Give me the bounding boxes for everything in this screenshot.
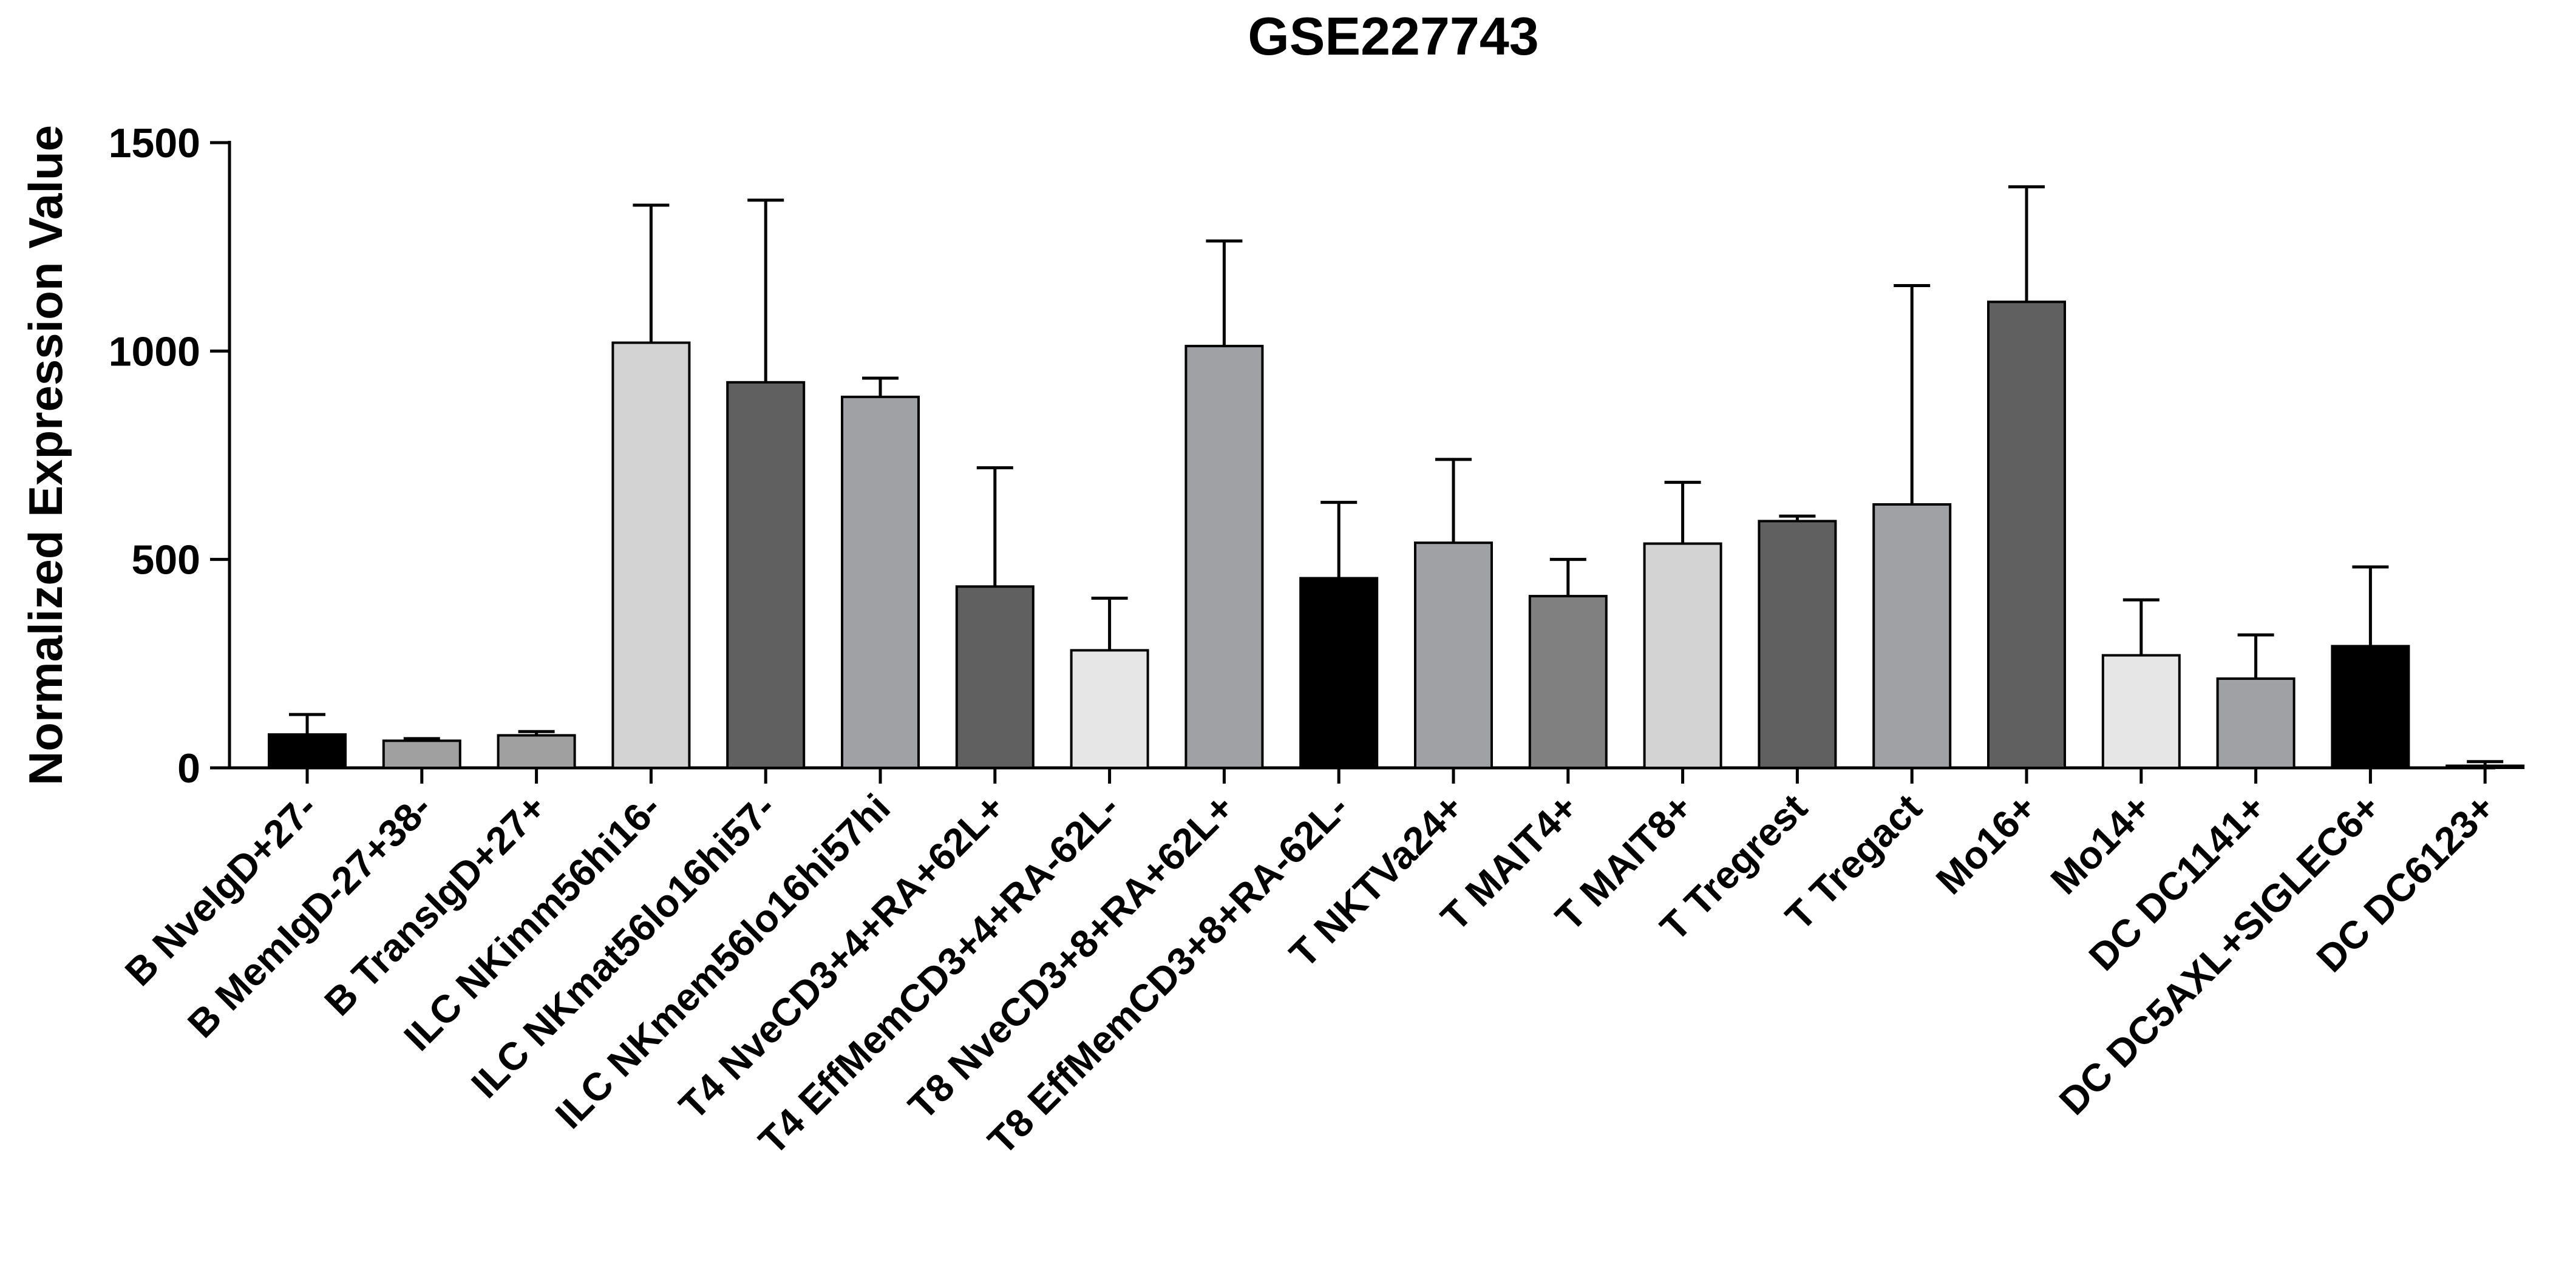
error-bar [747, 198, 784, 382]
bars [268, 300, 2525, 770]
error-bar [403, 737, 440, 741]
error-bars [289, 185, 2504, 766]
error-bar [1549, 558, 1586, 597]
error-bar [1894, 284, 1931, 505]
error-bar [2122, 598, 2160, 656]
y-tick-label: 1500 [109, 120, 200, 166]
error-bar [633, 203, 670, 343]
bar [1070, 649, 1149, 769]
y-tick-label: 1000 [109, 328, 200, 375]
error-bar [1206, 239, 1243, 347]
bar [1184, 345, 1264, 769]
bar [726, 381, 806, 769]
y-axis-ticks: 0 500 1000 1500 [109, 120, 229, 792]
error-bar [976, 466, 1013, 587]
error-bar [2237, 633, 2274, 679]
bar [1758, 520, 1837, 769]
y-axis-label: Normalized Expression Value [19, 125, 72, 785]
bar [2445, 764, 2525, 769]
bar [1987, 300, 2066, 770]
error-bar [2352, 565, 2389, 646]
bar [268, 733, 347, 769]
error-bar [2008, 185, 2045, 302]
error-bar [1779, 514, 1816, 521]
error-bar [1664, 481, 1701, 544]
bar [1299, 577, 1379, 769]
bar [955, 585, 1035, 769]
bar [2101, 654, 2181, 769]
bar [1872, 503, 1952, 769]
error-bar [862, 376, 899, 397]
error-bar [1091, 597, 1128, 651]
x-category-label: Mo14+ [2042, 785, 2160, 903]
bar [2331, 645, 2410, 769]
error-bar [289, 713, 325, 735]
bar [497, 734, 576, 769]
y-tick-label: 500 [132, 537, 200, 583]
bar [1643, 542, 1722, 769]
error-bar [2467, 760, 2504, 766]
bar [611, 341, 691, 769]
x-axis-labels: B NveIgD+27-B MemIgD-27+38-B TransIgD+27… [117, 768, 2503, 1163]
error-bar [1320, 501, 1358, 578]
bar [841, 395, 920, 769]
bar [382, 739, 461, 770]
bar [1414, 541, 1493, 769]
x-category-label: Mo16+ [1928, 785, 2045, 903]
error-bar [1435, 458, 1472, 543]
y-tick-label: 0 [177, 745, 200, 792]
x-category-label: B NveIgD+27- [117, 785, 325, 994]
bar [1528, 595, 1608, 769]
chart-title: GSE227743 [1248, 6, 1539, 66]
bar [2216, 677, 2296, 770]
error-bar [518, 730, 555, 736]
